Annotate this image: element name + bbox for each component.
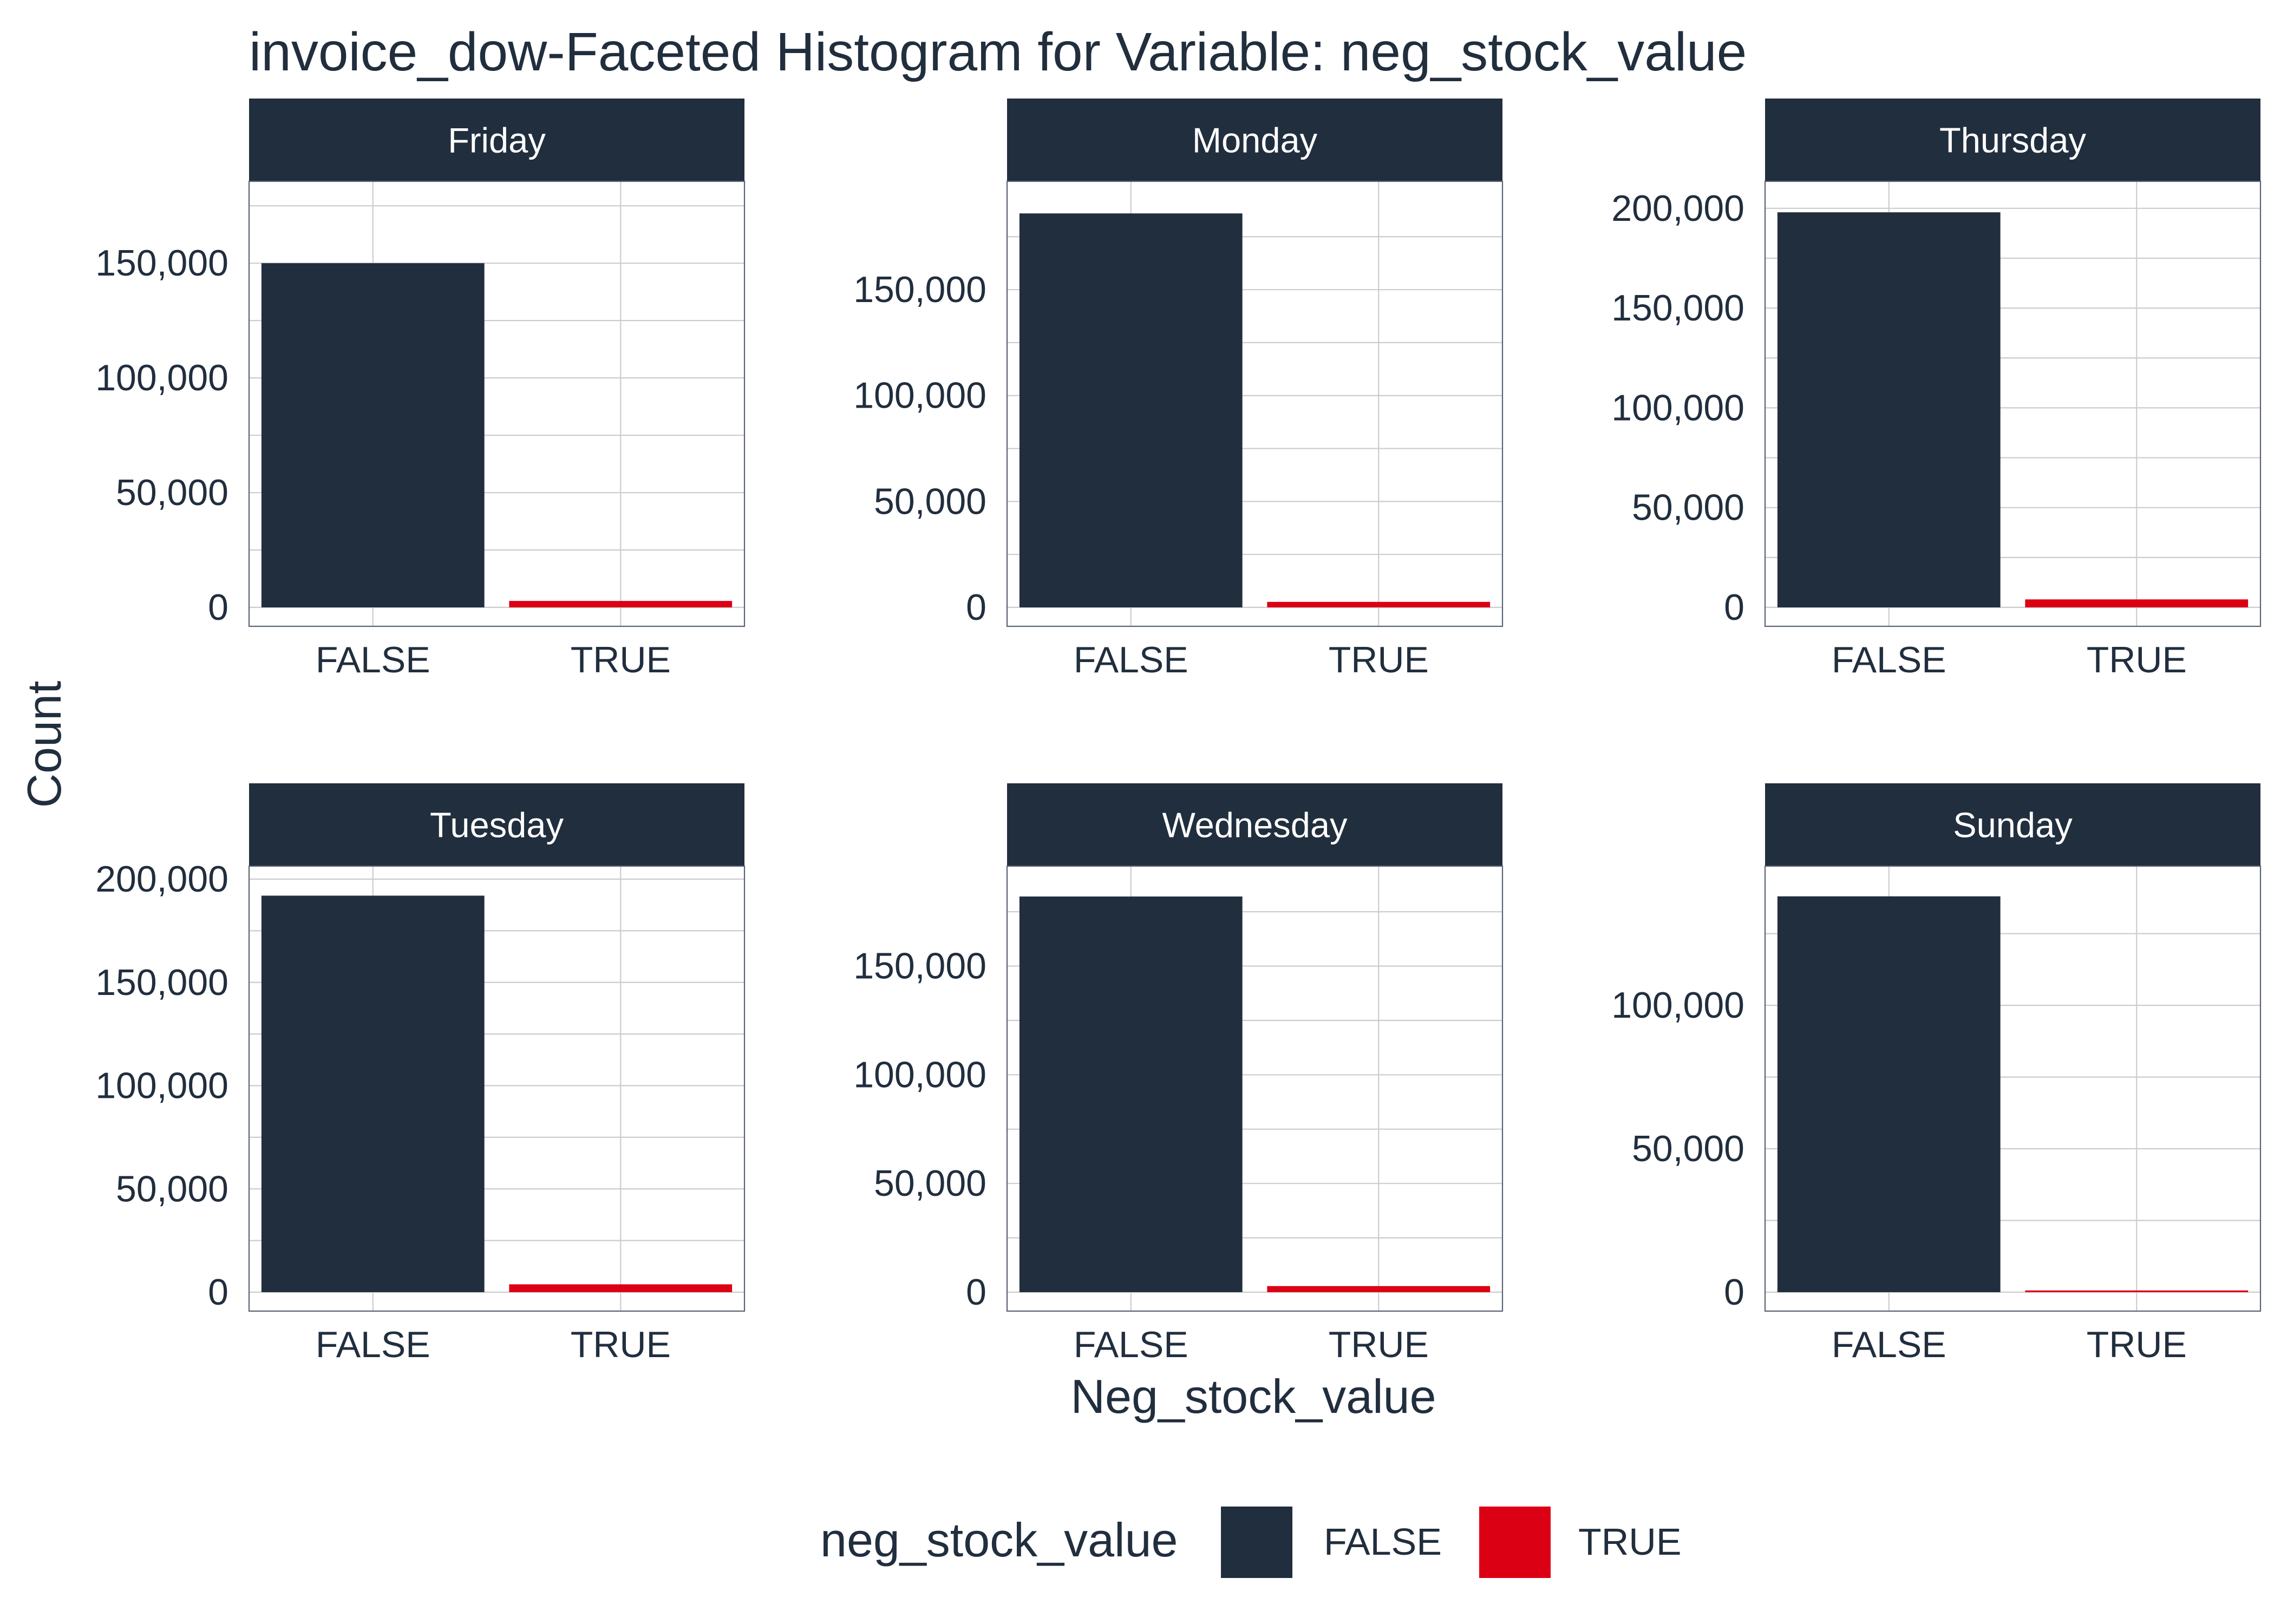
- bar-monday-true: [1267, 601, 1491, 607]
- x-tick-label: FALSE: [316, 639, 430, 680]
- bar-thursday-false: [1777, 212, 2001, 607]
- y-tick-label: 100,000: [95, 1065, 228, 1106]
- x-tick-label: FALSE: [1832, 639, 1946, 680]
- facet-thursday: Thursday FALSE TRUE 0 50,000 100,000 150,000 20…: [1611, 99, 2262, 680]
- bar-thursday-true: [2025, 599, 2249, 607]
- x-axis-title: Neg_stock_value: [1070, 1370, 1436, 1423]
- y-tick-label: 50,000: [116, 472, 228, 513]
- y-tick-label: 100,000: [1611, 985, 1744, 1026]
- y-tick-label: 0: [1724, 587, 1744, 628]
- facet-sunday: Sunday FALSE TRUE 0 50,000 100,000: [1611, 783, 2262, 1365]
- panel-border-wednesday: [1006, 865, 1504, 1312]
- x-tick-label: TRUE: [1329, 639, 1429, 680]
- facet-friday: Friday FALSE TRUE 0 50,000 100,000 150,000: [95, 99, 746, 680]
- facet-wednesday: Wednesday FALSE TRUE 0 50,000 100,000 150,000: [853, 783, 1504, 1365]
- legend-swatch-true: [1479, 1507, 1551, 1578]
- bar-sunday-false: [1777, 896, 2001, 1292]
- legend: neg_stock_value FALSE TRUE: [820, 1507, 1682, 1578]
- facet-label-tuesday: Tuesday: [430, 806, 564, 845]
- facet-label-thursday: Thursday: [1939, 121, 2086, 160]
- x-tick-label: TRUE: [571, 1324, 671, 1365]
- x-tick-label: FALSE: [316, 1324, 430, 1365]
- legend-swatch-false: [1221, 1507, 1292, 1578]
- bar-tuesday-false: [261, 895, 485, 1292]
- y-tick-label: 150,000: [853, 946, 986, 987]
- bar-friday-false: [261, 263, 485, 608]
- y-tick-label: 50,000: [874, 481, 986, 522]
- facet-tuesday: Tuesday FALSE TRUE 0 50,000 100,000 150,000 200…: [95, 783, 746, 1365]
- legend-title: neg_stock_value: [820, 1513, 1178, 1567]
- panel-border-thursday: [1764, 180, 2262, 627]
- bar-friday-true: [509, 601, 733, 607]
- y-tick-label: 150,000: [1611, 287, 1744, 329]
- y-tick-label: 0: [966, 1272, 986, 1313]
- y-tick-label: 200,000: [95, 859, 228, 900]
- chart-title: invoice_dow-Faceted Histogram for Variab…: [249, 22, 1747, 82]
- y-tick-label: 0: [966, 587, 986, 628]
- facet-strip-wednesday: [1007, 783, 1502, 866]
- y-tick-label: 0: [208, 1272, 228, 1313]
- legend-label-true: TRUE: [1578, 1521, 1682, 1563]
- y-tick-label: 100,000: [853, 375, 986, 416]
- y-tick-label: 0: [1724, 1272, 1744, 1313]
- panel-border-friday: [248, 180, 746, 627]
- y-tick-label: 150,000: [95, 243, 228, 284]
- x-tick-label: TRUE: [2087, 639, 2187, 680]
- facet-monday: Monday FALSE TRUE 0 50,000 100,000 150,000: [853, 99, 1504, 680]
- y-tick-label: 100,000: [1611, 387, 1744, 428]
- x-tick-label: FALSE: [1074, 639, 1188, 680]
- facet-label-sunday: Sunday: [1953, 806, 2073, 845]
- facet-label-wednesday: Wednesday: [1162, 806, 1348, 845]
- x-tick-label: TRUE: [1329, 1324, 1429, 1365]
- y-tick-label: 150,000: [853, 269, 986, 310]
- panel-border-sunday: [1764, 865, 2262, 1312]
- bar-wednesday-true: [1267, 1286, 1491, 1292]
- y-tick-label: 100,000: [95, 357, 228, 398]
- legend-label-false: FALSE: [1324, 1521, 1442, 1563]
- y-tick-label: 200,000: [1611, 188, 1744, 229]
- facet-strip-monday: [1007, 99, 1502, 181]
- y-tick-label: 50,000: [116, 1168, 228, 1209]
- y-tick-label: 50,000: [874, 1163, 986, 1204]
- x-tick-label: FALSE: [1832, 1324, 1946, 1365]
- facet-strip-thursday: [1765, 99, 2260, 181]
- facet-strip-tuesday: [249, 783, 744, 866]
- y-tick-label: 150,000: [95, 962, 228, 1003]
- y-tick-label: 0: [208, 587, 228, 628]
- facet-label-friday: Friday: [448, 121, 546, 160]
- panel-border-tuesday: [248, 865, 746, 1312]
- y-tick-label: 50,000: [1632, 487, 1744, 528]
- x-tick-label: FALSE: [1074, 1324, 1188, 1365]
- facet-strip-friday: [249, 99, 744, 181]
- y-tick-label: 100,000: [853, 1054, 986, 1095]
- bar-tuesday-true: [509, 1284, 733, 1292]
- x-tick-label: TRUE: [2087, 1324, 2187, 1365]
- bar-monday-false: [1019, 213, 1243, 607]
- bar-wednesday-false: [1019, 896, 1243, 1292]
- y-tick-label: 50,000: [1632, 1128, 1744, 1169]
- facet-label-monday: Monday: [1192, 121, 1318, 160]
- facet-strip-sunday: [1765, 783, 2260, 866]
- bar-sunday-true: [2025, 1290, 2249, 1292]
- x-tick-label: TRUE: [571, 639, 671, 680]
- panel-border-monday: [1006, 180, 1504, 627]
- y-axis-title: Count: [17, 681, 71, 808]
